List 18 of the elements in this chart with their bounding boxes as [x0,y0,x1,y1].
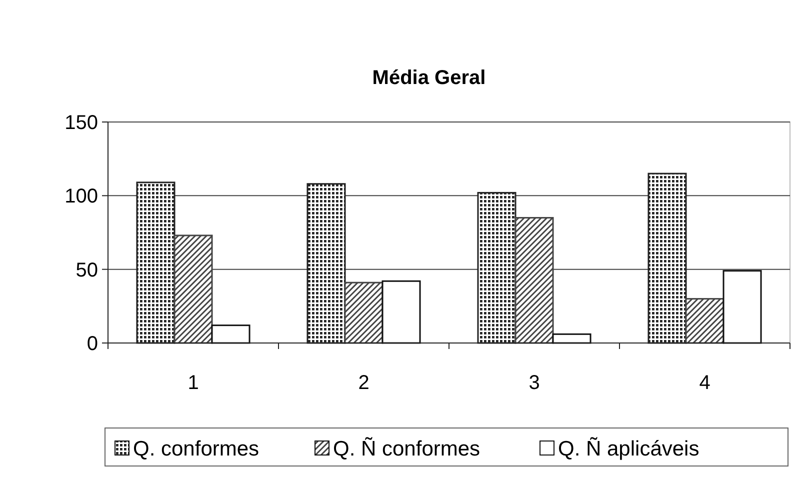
bar [552,333,592,344]
x-tick-label: 4 [699,372,710,394]
chart-title: Média Geral [372,67,486,89]
y-tick-label: 100 [64,186,98,208]
y-tick-label: 150 [64,112,98,134]
legend-label: Q. conformes [133,437,260,460]
bar [344,282,384,344]
y-tick-label: 0 [86,333,98,355]
legend-label: Q. Ñ aplicáveis [558,436,700,460]
legend-label: Q. Ñ conformes [333,436,480,460]
x-tick-label: 3 [528,372,540,394]
x-tick-label: 2 [358,372,370,394]
bar [722,270,762,344]
y-tick-label: 50 [76,259,98,282]
bar [211,324,250,344]
bar [685,298,724,344]
x-tick-label: 1 [188,372,199,394]
bar [382,280,421,344]
